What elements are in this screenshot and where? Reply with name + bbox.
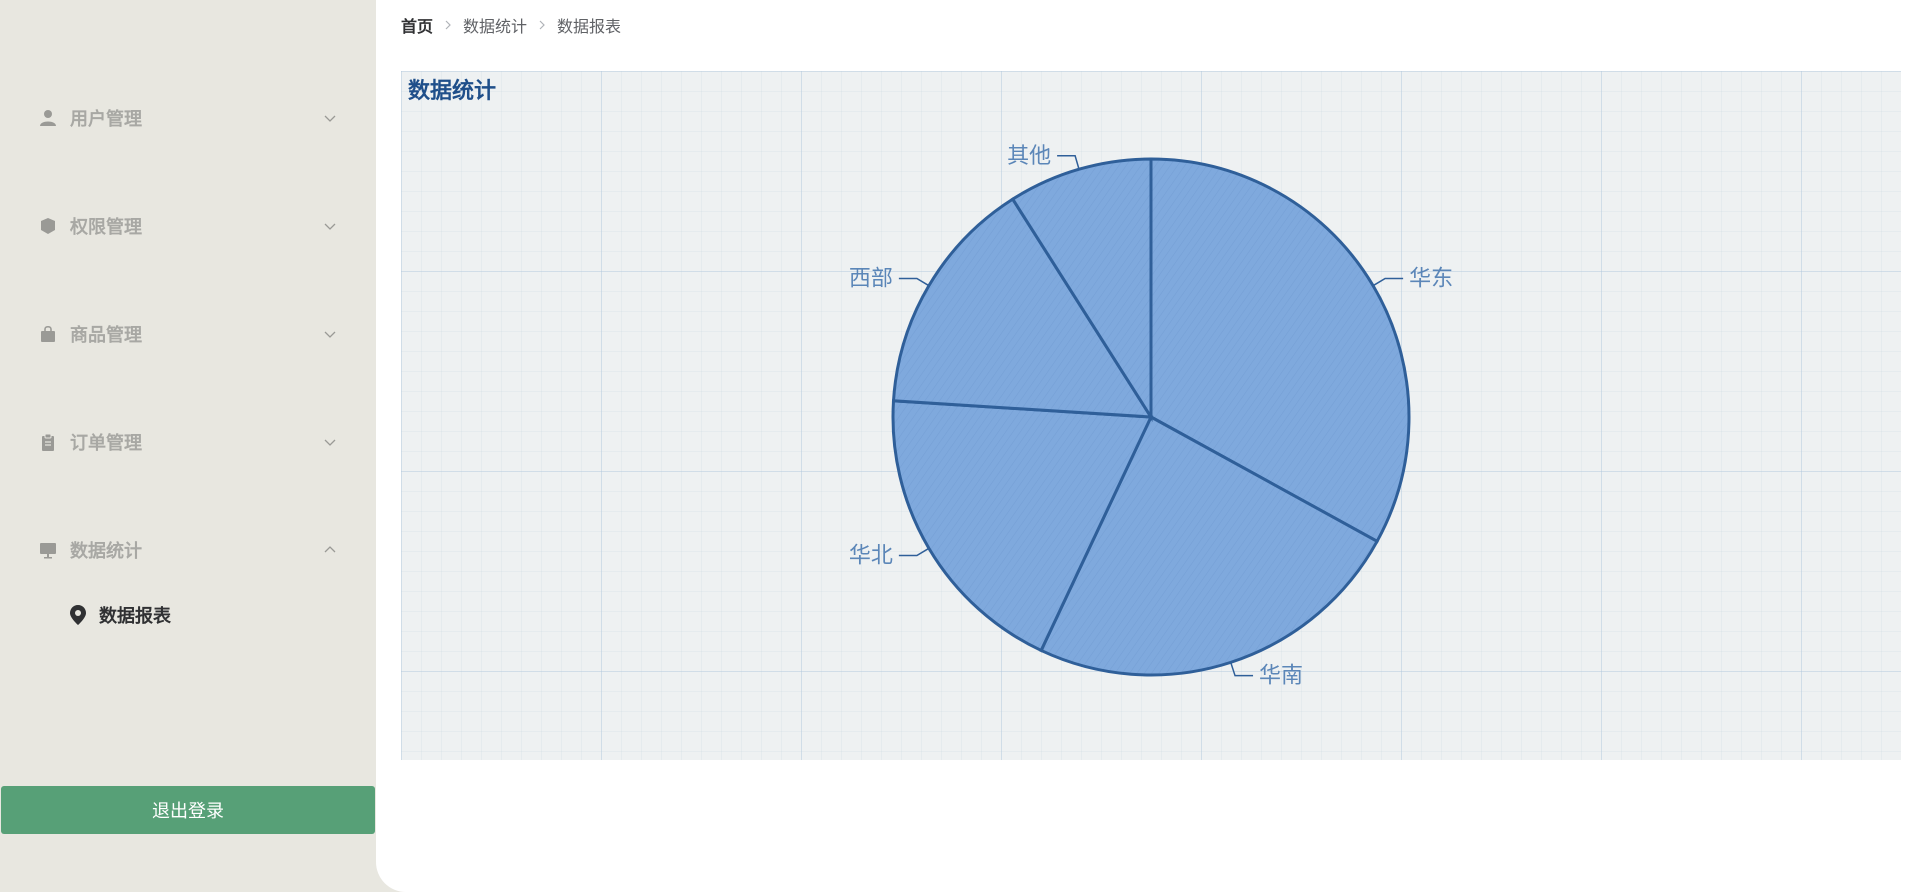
menu-item-user-management[interactable]: 用户管理 <box>0 90 376 146</box>
chevron-right-icon <box>433 19 463 31</box>
chevron-down-icon <box>322 218 338 234</box>
pie-leader-line <box>1372 277 1404 287</box>
pie-label: 西部 <box>849 267 893 292</box>
sidebar: 用户管理 权限管理 商品管理 订单管理 <box>0 0 376 892</box>
breadcrumb-item-home[interactable]: 首页 <box>401 17 434 36</box>
submenu-item-data-report[interactable]: 数据报表 <box>0 591 376 639</box>
menu-item-permission-management[interactable]: 权限管理 <box>0 198 376 254</box>
chevron-right-icon <box>527 19 557 31</box>
pie-leader-line <box>898 547 930 557</box>
pie-label: 华东 <box>1409 267 1453 292</box>
pie-slice-4[interactable] <box>1010 157 1153 423</box>
shopping-bag-icon <box>38 324 58 344</box>
breadcrumb-item-statistics[interactable]: 数据统计 <box>463 17 528 36</box>
monitor-icon <box>38 540 58 560</box>
chevron-down-icon <box>322 434 338 450</box>
submenu-label: 数据报表 <box>99 606 171 627</box>
chevron-up-icon <box>322 542 338 558</box>
user-icon <box>38 108 58 128</box>
menu-label: 用户管理 <box>70 109 142 130</box>
pie-label: 其他 <box>1007 144 1051 169</box>
main-content: 首页 数据统计 数据报表 数据统计 华东华南 华北 西部 其他 <box>376 0 1917 892</box>
clipboard-icon <box>38 432 58 452</box>
pie-label: 华北 <box>849 543 893 568</box>
chevron-down-icon <box>322 326 338 342</box>
breadcrumb-item-report: 数据报表 <box>557 17 622 36</box>
menu-label: 商品管理 <box>70 325 142 346</box>
pie-leader-line <box>1230 662 1254 677</box>
menu-label: 数据统计 <box>70 541 142 562</box>
menu-item-data-statistics[interactable]: 数据统计 <box>0 522 376 578</box>
logout-button[interactable]: 退出登录 <box>1 786 375 834</box>
pie-slice-2[interactable] <box>891 399 1154 653</box>
menu-label: 订单管理 <box>70 433 142 454</box>
pie-slice-3[interactable] <box>891 197 1154 419</box>
pie-leader-line <box>1057 155 1080 170</box>
menu-label: 权限管理 <box>70 217 142 238</box>
pie-slice-0[interactable] <box>1149 157 1411 544</box>
menu-item-product-management[interactable]: 商品管理 <box>0 306 376 362</box>
breadcrumb: 首页 数据统计 数据报表 <box>401 14 621 36</box>
pie-label: 华南 <box>1259 664 1303 689</box>
chevron-down-icon <box>322 110 338 126</box>
location-pin-icon <box>68 604 88 626</box>
chart-title: 数据统计 <box>408 79 497 104</box>
pie-slice-1[interactable] <box>1039 414 1380 677</box>
menu-item-order-management[interactable]: 订单管理 <box>0 414 376 470</box>
pie-leader-line <box>898 277 930 287</box>
chart-panel: 数据统计 华东华南 华北 西部 其他 <box>401 71 1901 760</box>
shield-icon <box>38 216 58 236</box>
